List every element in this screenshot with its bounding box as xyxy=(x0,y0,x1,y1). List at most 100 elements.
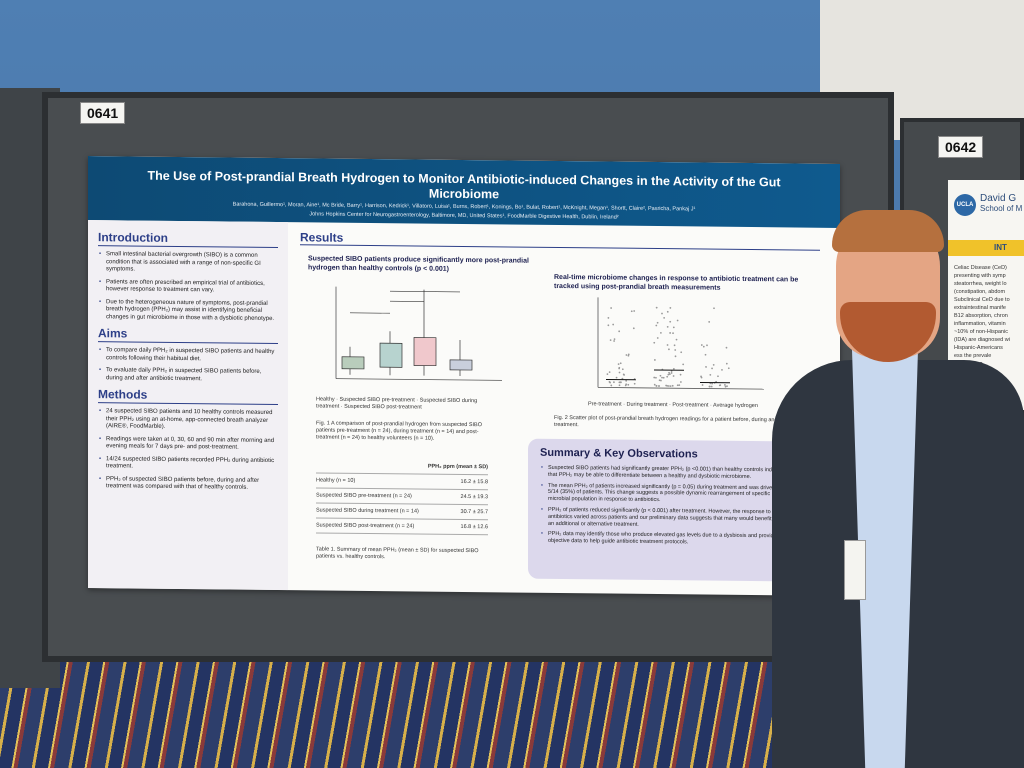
right-line: Subclinical CeD due to xyxy=(954,297,1010,303)
research-poster: The Use of Post-prandial Breath Hydrogen… xyxy=(88,156,840,596)
scatter-point xyxy=(668,348,670,351)
summary-heading: Summary & Key Observations xyxy=(540,446,698,461)
table-row: Suspected SIBO post-treatment (n = 24) 16… xyxy=(316,518,488,536)
scatter-point xyxy=(666,310,669,313)
scatter-point xyxy=(633,382,636,385)
scatter-point xyxy=(679,381,682,383)
scatter-point xyxy=(632,327,635,330)
methods-bullet: 14/24 suspected SIBO patients recorded P… xyxy=(106,456,278,473)
scatter-point xyxy=(659,374,662,377)
scatter-point xyxy=(672,375,675,377)
scatter-point xyxy=(619,381,622,384)
scatter-point xyxy=(682,363,685,366)
scatter-point xyxy=(676,384,679,387)
fig2-caption: Fig. 2 Scatter plot of post-prandial bre… xyxy=(554,414,790,429)
scatter-point xyxy=(673,344,676,347)
table-row: Suspected SIBO pre-treatment (n = 24) 24.… xyxy=(316,488,488,506)
scatter-point xyxy=(618,371,621,374)
scatter-point xyxy=(680,351,683,354)
table-row: Suspected SIBO during treatment (n = 14)… xyxy=(316,503,488,521)
right-line: extraintestinal manife xyxy=(954,305,1006,311)
scatter-point xyxy=(663,316,666,319)
fig1-caption: Fig. 1 A comparison of post-prandial hyd… xyxy=(316,420,483,442)
intro-bullet: Patients are often prescribed an empiric… xyxy=(106,279,278,296)
scatter-point xyxy=(659,331,662,334)
scatter-point xyxy=(613,340,616,342)
scatter-point xyxy=(679,373,682,376)
scatter-point xyxy=(719,384,722,386)
scatter-point xyxy=(671,384,674,387)
fig1-x-axis xyxy=(336,378,502,381)
summary-bullet: The mean PPH₂ of patients increased sign… xyxy=(548,482,788,505)
scatter-point xyxy=(726,385,728,388)
scatter-point xyxy=(668,373,671,376)
scatter-point xyxy=(725,362,728,365)
scatter-point xyxy=(727,367,730,370)
legend-item: Average hydrogen xyxy=(713,402,758,410)
right-line: (IDA) are diagnosed wi xyxy=(954,337,1010,343)
scatter-point xyxy=(623,374,625,376)
summary-bullet: PPH₂ data may identify those who produce… xyxy=(548,531,788,547)
right-line: Hispanic-Americans xyxy=(954,345,1003,351)
scatter-point xyxy=(661,312,663,315)
aims-bullet: To compare daily PPH₂ in suspected SIBO … xyxy=(106,347,278,364)
scatter-point xyxy=(618,384,621,387)
scatter-point xyxy=(655,306,658,309)
scatter-point xyxy=(621,368,624,371)
scatter-point xyxy=(618,367,621,370)
right-poster-title: David G School of M xyxy=(980,194,1022,214)
scatter-point xyxy=(721,368,723,371)
scatter-point xyxy=(676,319,679,322)
methods-bullet: Readings were taken at 0, 30, 60 and 90 … xyxy=(106,436,278,453)
scatter-point xyxy=(625,379,628,382)
scatter-point xyxy=(606,373,609,376)
right-line: presenting with symp xyxy=(954,273,1006,279)
scatter-point xyxy=(662,376,665,379)
scatter-point xyxy=(666,325,669,328)
scatter-point xyxy=(668,371,670,374)
scatter-point xyxy=(711,367,713,370)
scatter-point xyxy=(658,385,660,387)
table-caption: Table 1. Summary of mean PPH₂ (mean ± SD… xyxy=(316,546,479,561)
scatter-point xyxy=(667,373,670,376)
board-number-right: 0642 xyxy=(938,136,984,158)
results-table: PPH₂ ppm (mean ± SD) Healthy (n = 10) 16.… xyxy=(316,458,488,536)
poster-title: The Use of Post-prandial Breath Hydrogen… xyxy=(147,168,781,202)
table-cell: 24.5 ± 19.3 xyxy=(460,493,488,501)
scatter-point xyxy=(656,337,659,339)
presenter-hair xyxy=(832,210,944,252)
scatter-point xyxy=(609,381,611,384)
fig2-x-axis xyxy=(598,387,764,390)
table-cell: 16.2 ± 15.8 xyxy=(460,478,488,486)
scatter-point xyxy=(713,307,715,310)
scatter-point xyxy=(656,321,659,324)
scatter-point xyxy=(712,363,715,366)
scatter-point xyxy=(658,379,661,382)
scatter-point xyxy=(625,383,628,386)
scatter-point xyxy=(666,375,669,378)
scatter-point xyxy=(708,321,711,323)
legend-item: Suspected SIBO post-treatment xyxy=(344,403,422,411)
significance-bracket xyxy=(390,290,460,293)
ucla-seal-icon: UCLA xyxy=(954,194,976,216)
scatter-point xyxy=(608,371,611,374)
box-during-treatment xyxy=(413,337,437,367)
scatter-point xyxy=(627,383,630,386)
fig1-title: Suspected SIBO patients produce signific… xyxy=(308,255,529,273)
board-number-left: 0641 xyxy=(80,102,126,124)
scatter-point xyxy=(711,382,714,385)
table-cell: Suspected SIBO pre-treatment (n = 24) xyxy=(316,492,412,500)
right-line: ~10% of non-Hispanic xyxy=(954,329,1008,335)
scatter-point xyxy=(653,341,656,344)
scatter-point xyxy=(700,344,703,346)
scatter-points xyxy=(606,306,730,388)
scatter-point xyxy=(610,384,613,387)
scatter-point xyxy=(669,320,672,323)
right-title-line1: David G xyxy=(980,193,1017,204)
right-title-line2: School of M xyxy=(980,204,1023,213)
table-cell: 16.8 ± 12.6 xyxy=(460,523,488,531)
scatter-point xyxy=(724,384,726,386)
methods-bullet: 24 suspected SIBO patients and 10 health… xyxy=(106,408,278,432)
intro-bullet: Small intestinal bacterial overgrowth (S… xyxy=(106,251,278,275)
scatter-point xyxy=(655,376,657,379)
